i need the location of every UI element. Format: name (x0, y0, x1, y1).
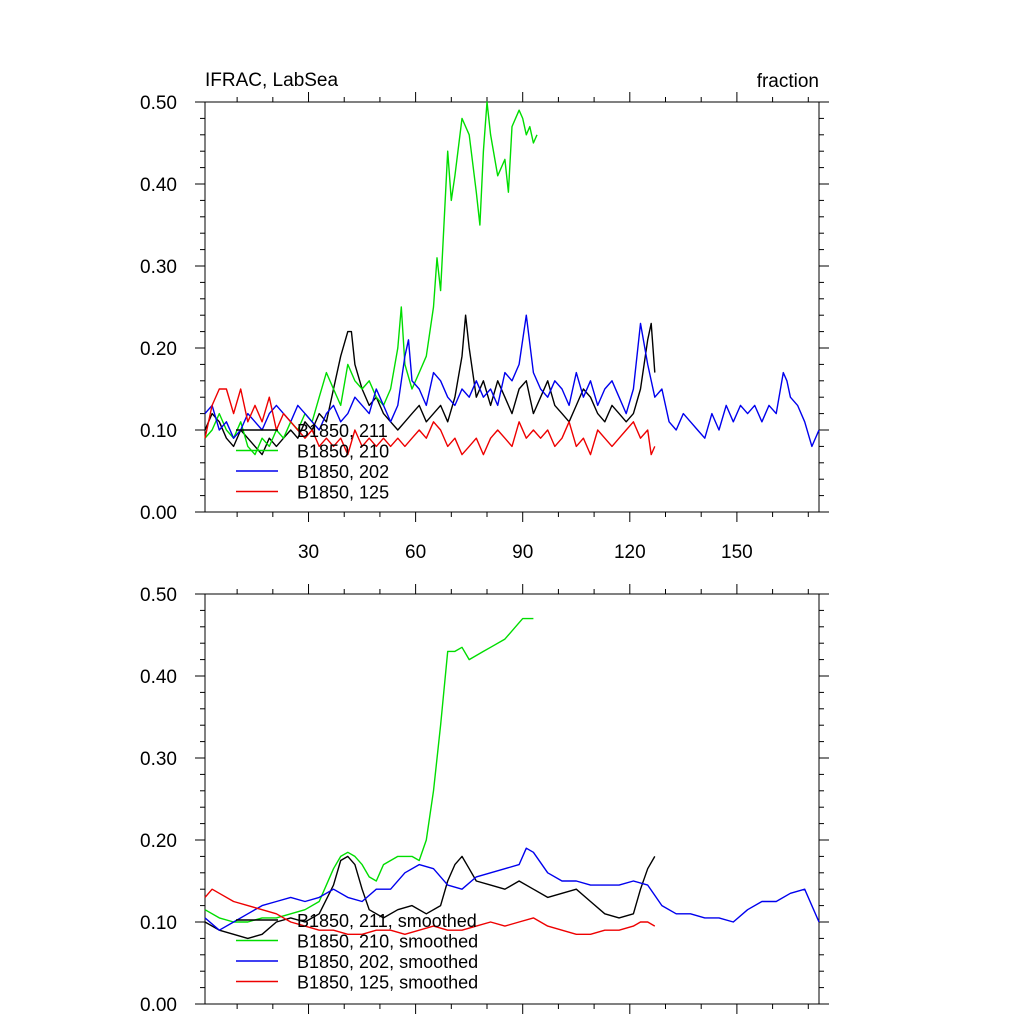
x-tick-label: 60 (405, 542, 426, 563)
series-line-1 (204, 101, 538, 456)
y-tick-label: 0.00 (140, 503, 177, 524)
x-tick-label: 30 (298, 542, 319, 563)
x-tick-label: 90 (512, 542, 533, 563)
series-line-1 (204, 617, 534, 923)
y-tick-label: 0.40 (140, 175, 177, 196)
series-line-2 (204, 847, 820, 931)
y-tick-label: 0.10 (140, 421, 177, 442)
y-tick-label: 0.20 (140, 831, 177, 852)
legend-label: B1850, 125 (297, 483, 389, 503)
legend-label: B1850, 202, smoothed (297, 952, 478, 972)
panel-bottom: 0.00 0.10 0.20 0.30 0.40 0.50 B1850, 211, smoo… (140, 584, 829, 1016)
x-tick-label: 120 (614, 542, 646, 563)
panel-top: 0.00 0.10 0.20 0.30 0.40 0.50 30 60 90 120 150 IFRA… (140, 70, 829, 563)
series-line-3 (204, 388, 656, 456)
y-tick-label: 0.00 (140, 995, 177, 1016)
y-tick-label: 0.20 (140, 339, 177, 360)
y-tick-label: 0.50 (140, 93, 177, 114)
legend-label: B1850, 211, smoothed (297, 911, 477, 931)
units-label: fraction (757, 71, 819, 92)
legend-label: B1850, 125, smoothed (297, 973, 478, 993)
series-line-3 (204, 888, 656, 935)
plot-frame (204, 593, 820, 1005)
x-tick-label: 150 (721, 542, 753, 563)
series-line-2 (204, 314, 820, 448)
y-tick-label: 0.30 (140, 749, 177, 770)
y-tick-label: 0.40 (140, 667, 177, 688)
chart-title: IFRAC, LabSea (205, 70, 338, 91)
y-tick-label: 0.30 (140, 257, 177, 278)
plot-frame (204, 101, 820, 513)
legend-label: B1850, 210 (297, 442, 389, 462)
legend-label: B1850, 210, smoothed (297, 932, 478, 952)
legend-label: B1850, 211 (297, 421, 388, 441)
y-tick-label: 0.50 (140, 585, 177, 606)
legend-label: B1850, 202 (297, 462, 389, 482)
y-tick-label: 0.10 (140, 913, 177, 934)
series-line-0 (204, 855, 656, 940)
